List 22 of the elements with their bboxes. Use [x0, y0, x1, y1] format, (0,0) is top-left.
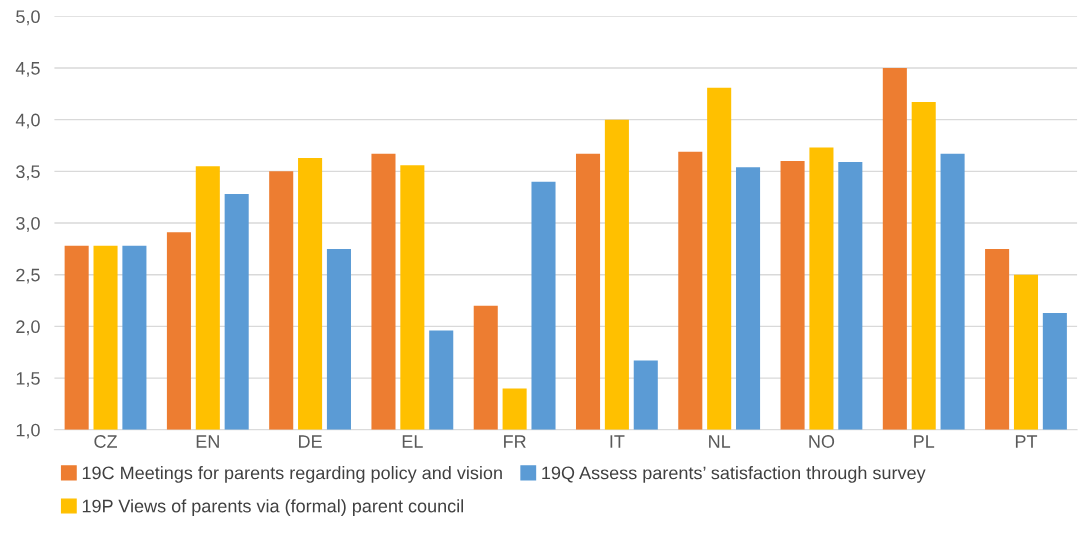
y-tick-label: 2,5 [16, 268, 40, 284]
legend-label: 19Q Assess parents’ satisfaction through survey [542, 466, 926, 483]
x-tick-label: PT [1015, 435, 1038, 448]
y-tick-label: 4,5 [15, 62, 40, 77]
x-tick-label: EN [196, 435, 219, 448]
x-tick-label: EL [402, 435, 423, 448]
x-tick-label: FR [504, 435, 526, 448]
x-tick-label: NO [809, 435, 835, 448]
legend-label: 19C Meetings for parents regarding policy and vision [82, 466, 502, 483]
y-tick-label: 3,0 [16, 216, 40, 232]
y-tick-label: 2,0 [16, 320, 40, 336]
legend-label: 19P Views of parents via (formal) parent council [82, 499, 463, 517]
y-tick-label: 1,5 [16, 372, 40, 387]
x-tick-label: CZ [94, 435, 118, 448]
y-tick-label: 1,0 [16, 423, 40, 439]
y-tick-label: 4,0 [15, 113, 40, 129]
y-tick-label: 3,5 [16, 165, 40, 181]
x-tick-label: PL [914, 435, 935, 448]
x-tick-label: DE [299, 435, 322, 448]
x-tick-label: NL [709, 435, 731, 448]
x-tick-label: IT [610, 435, 625, 448]
y-tick-label: 5,0 [16, 10, 40, 26]
